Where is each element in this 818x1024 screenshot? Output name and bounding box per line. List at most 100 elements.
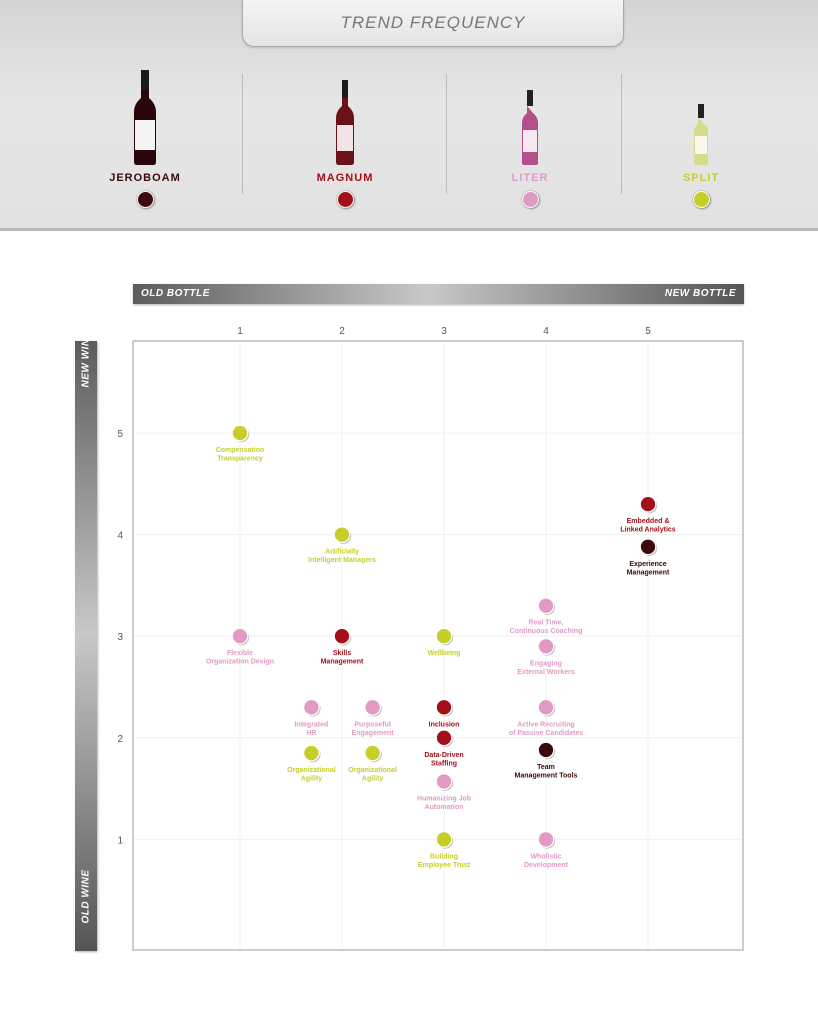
y-tick-label: 1 [117, 835, 123, 846]
legend-dot-liter [522, 191, 539, 208]
trend-point: Skills Management [321, 627, 364, 666]
point-marker [333, 627, 351, 645]
trend-point: Organizational Agility [287, 744, 336, 783]
point-marker [537, 830, 555, 848]
y-tick-label: 2 [117, 734, 123, 745]
legend-label-liter: LITER [511, 172, 549, 184]
trend-point: Data-Driven Staffing [424, 729, 464, 768]
point-label: Data-Driven Staffing [424, 752, 463, 768]
point-label: Active Recruiting of Passive Candidates [509, 721, 583, 737]
legend-dot-split [693, 191, 710, 208]
magnum-bottle-icon [336, 80, 354, 165]
trend-point: Flexible Organization Design [206, 627, 274, 666]
x-tick-label: 2 [339, 326, 345, 337]
trend-point: Purposeful Engagement [352, 698, 395, 737]
axis-ticks: 1 2 3 4 5 1 2 3 4 5 [117, 326, 651, 846]
point-marker [231, 627, 249, 645]
point-label: Inclusion [429, 721, 460, 728]
point-label: Experience Management [627, 561, 670, 577]
point-marker [537, 698, 555, 716]
jeroboam-bottle-icon [134, 70, 156, 165]
legend-magnum: MAGNUM [285, 62, 405, 222]
legend-liter: LITER [470, 62, 590, 222]
point-marker [435, 698, 453, 716]
point-marker [435, 729, 453, 747]
point-label: Organizational Agility [348, 767, 397, 783]
point-label: Integrated HR [294, 721, 328, 737]
legend-label-split: SPLIT [682, 172, 720, 184]
point-marker [639, 538, 657, 556]
point-label: Purposeful Engagement [352, 721, 395, 737]
split-bottle-icon [694, 104, 708, 165]
y-tick-label: 5 [117, 429, 123, 440]
point-marker [333, 526, 351, 544]
point-marker [364, 744, 382, 762]
trend-point: Real Time, Continuous Coaching [510, 597, 583, 636]
trend-point: Compensation Transparency [216, 424, 265, 463]
trend-point: Wholistic Development [524, 830, 569, 869]
legend-dot-jeroboam [137, 191, 154, 208]
point-label: Wholistic Development [524, 853, 569, 869]
point-marker [435, 627, 453, 645]
trend-point: Inclusion [429, 698, 460, 728]
point-label: Skills Management [321, 650, 364, 666]
legend-label-jeroboam: JEROBOAM [109, 172, 181, 184]
trend-point: Engaging External Workers [517, 637, 575, 676]
point-marker [537, 597, 555, 615]
point-label: Artificially Intelligent Managers [308, 549, 376, 565]
legend-split: SPLIT [641, 62, 761, 222]
y-tick-label: 4 [117, 531, 123, 542]
point-label: Humanizing Job Automation [417, 795, 471, 811]
point-label: Wellbeing [428, 650, 461, 657]
liter-bottle-icon [522, 90, 538, 165]
point-label: Compensation Transparency [216, 447, 265, 463]
legend-divider [446, 74, 447, 194]
trend-point: Artificially Intelligent Managers [308, 526, 376, 565]
x-tick-label: 5 [645, 326, 651, 337]
point-label: Organizational Agility [287, 767, 336, 783]
trend-point: Embedded & Linked Analytics [620, 495, 676, 534]
trend-point: Active Recruiting of Passive Candidates [509, 698, 583, 737]
point-marker [302, 744, 320, 762]
x-tick-label: 1 [237, 326, 243, 337]
legend-dot-magnum [337, 191, 354, 208]
point-marker [231, 424, 249, 442]
trend-point: Wellbeing [428, 627, 461, 657]
legend-divider [621, 74, 622, 194]
trend-point: Organizational Agility [348, 744, 397, 783]
x-tick-label: 3 [441, 326, 447, 337]
point-marker [639, 495, 657, 513]
trend-frequency-legend: TREND FREQUENCY JEROBOAM MAGNUM LITER [0, 0, 818, 231]
point-label: Real Time, Continuous Coaching [510, 620, 583, 636]
point-marker [435, 830, 453, 848]
plot-area [132, 340, 744, 951]
legend-title: TREND FREQUENCY [340, 13, 526, 32]
point-marker [435, 773, 453, 790]
x-axis-right-label: NEW BOTTLE [664, 288, 736, 299]
point-label: Engaging External Workers [517, 660, 575, 676]
legend-label-magnum: MAGNUM [316, 172, 374, 184]
point-label: Flexible Organization Design [206, 650, 274, 666]
x-axis-banner: OLD BOTTLE NEW BOTTLE [133, 284, 744, 304]
point-label: Team Management Tools [515, 764, 578, 780]
trend-point: Building Employee Trust [418, 830, 471, 869]
point-marker [537, 637, 555, 655]
point-label: Embedded & Linked Analytics [620, 518, 675, 534]
legend-divider [242, 74, 243, 194]
point-marker [364, 698, 382, 716]
data-points: Compensation Transparency Artificially Inte… [206, 424, 676, 869]
title-tab: TREND FREQUENCY [242, 0, 624, 47]
point-marker [302, 698, 320, 716]
x-tick-label: 4 [543, 326, 549, 337]
legend-jeroboam: JEROBOAM [85, 62, 205, 222]
trend-point: Team Management Tools [515, 741, 578, 780]
point-marker [537, 741, 555, 759]
point-label: Building Employee Trust [418, 853, 471, 869]
trend-point: Experience Management [627, 538, 670, 577]
x-axis-left-label: OLD BOTTLE [141, 288, 210, 299]
trend-point: Integrated HR [294, 698, 328, 737]
trend-point: Humanizing Job Automation [417, 773, 471, 811]
y-axis-banner: NEW WINE OLD WINE [75, 331, 97, 951]
y-tick-label: 3 [117, 632, 123, 643]
